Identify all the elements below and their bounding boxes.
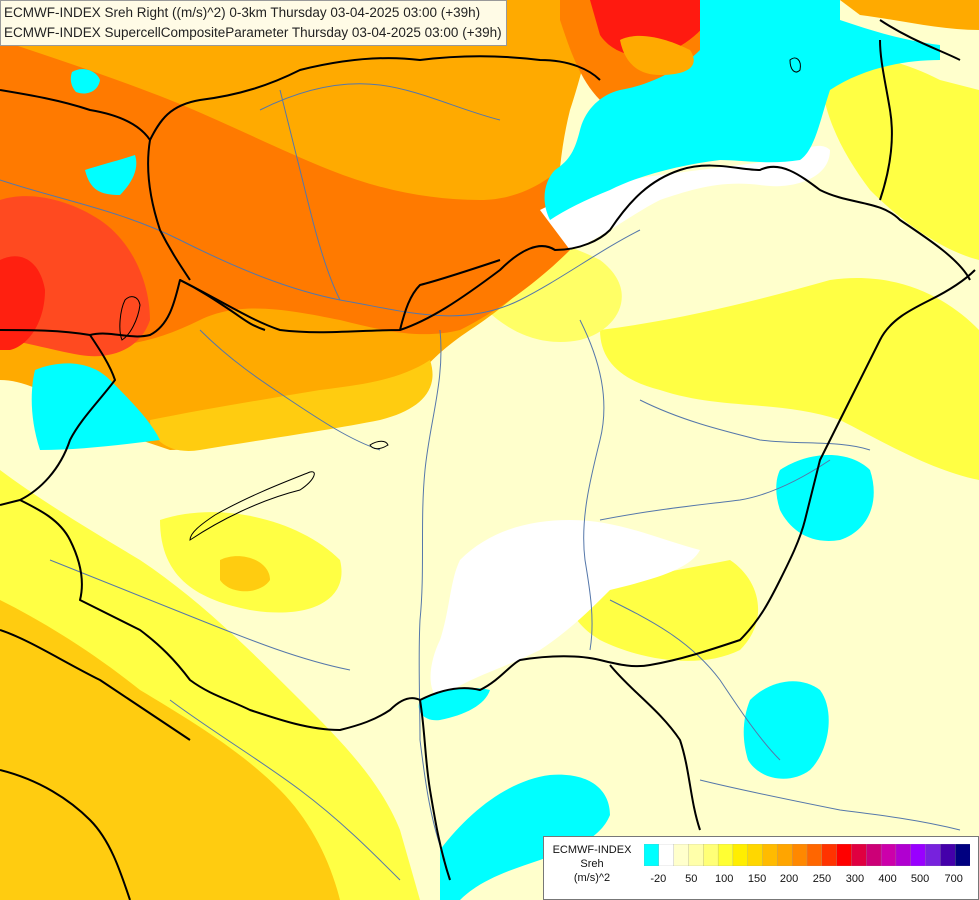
color-legend: ECMWF-INDEX Sreh (m/s)^2 -20 50 100 150 200 2… — [543, 836, 979, 900]
lake-small-2 — [789, 57, 801, 73]
legend-swatch — [658, 844, 675, 866]
legend-label: 500 — [910, 873, 930, 885]
legend-label: 400 — [878, 873, 897, 885]
legend-label: 150 — [747, 873, 767, 885]
legend-swatch — [806, 844, 823, 866]
field-cyan-southeast — [743, 681, 829, 779]
map-title-box: ECMWF-INDEX Sreh Right ((m/s)^2) 0-3km T… — [0, 0, 507, 46]
legend-swatch — [732, 844, 749, 866]
lake-neusiedl — [119, 296, 141, 341]
field-gold-center — [220, 556, 270, 592]
legend-unit: (m/s)^2 — [573, 872, 611, 884]
country-borders — [0, 19, 976, 900]
legend-label: 700 — [944, 873, 963, 885]
legend-swatch — [792, 844, 808, 866]
legend-swatch — [688, 844, 704, 866]
legend-swatch — [644, 844, 660, 866]
legend-swatch — [851, 844, 867, 866]
legend-swatch — [955, 844, 970, 866]
field-cyan-north — [544, 0, 940, 220]
legend-swatch — [762, 844, 779, 866]
field-red-spot — [0, 256, 45, 350]
field-white-center — [430, 520, 700, 700]
field-orange-notch — [620, 35, 694, 75]
legend-swatch — [866, 844, 882, 866]
field-gold-southwest — [0, 600, 340, 900]
rivers — [0, 83, 961, 881]
field-yellow-east — [600, 278, 979, 480]
legend-label: 300 — [845, 873, 865, 885]
field-cyan-north-small-2 — [70, 69, 100, 94]
legend-swatch — [821, 844, 838, 866]
title-line-1: ECMWF-INDEX Sreh Right ((m/s)^2) 0-3km T… — [4, 5, 481, 20]
lake-balaton — [189, 471, 315, 541]
legend-variable: Sreh — [580, 858, 604, 870]
title-line-2: ECMWF-INDEX SupercellCompositeParameter … — [4, 25, 502, 40]
field-white-north — [540, 145, 830, 250]
legend-swatch — [910, 844, 927, 866]
legend-header: ECMWF-INDEX Sreh (m/s)^2 — [544, 837, 640, 899]
legend-swatch — [895, 844, 912, 866]
legend-swatch — [925, 844, 942, 866]
legend-swatch — [880, 844, 897, 866]
legend-label: 50 — [685, 873, 698, 885]
field-dark-orange — [0, 40, 570, 347]
lake-small-1 — [369, 440, 389, 450]
field-orange-corner — [840, 0, 979, 30]
legend-label: 200 — [779, 873, 799, 885]
legend-label: 250 — [812, 873, 832, 885]
legend-swatch — [940, 844, 956, 866]
legend-source: ECMWF-INDEX — [552, 844, 632, 856]
legend-label: -20 — [650, 873, 667, 885]
legend-swatch — [673, 844, 690, 866]
legend-swatch — [717, 844, 734, 866]
field-cyan-east — [776, 455, 874, 541]
legend-swatch — [747, 844, 764, 866]
field-yellow-northeast — [820, 56, 979, 260]
field-cyan-south — [440, 774, 610, 900]
legend-color-scale — [644, 844, 970, 866]
field-cyan-west — [31, 363, 160, 450]
field-cyan-north-small-1 — [85, 155, 137, 195]
legend-labels: -20 50 100 150 200 250 300 400 500 700 — [644, 873, 970, 889]
legend-swatch — [836, 844, 853, 866]
legend-swatch — [703, 844, 719, 866]
field-cyan-south-small — [418, 688, 490, 721]
field-gold-fringe — [150, 360, 433, 451]
legend-label: 100 — [715, 873, 734, 885]
legend-swatch — [777, 844, 793, 866]
